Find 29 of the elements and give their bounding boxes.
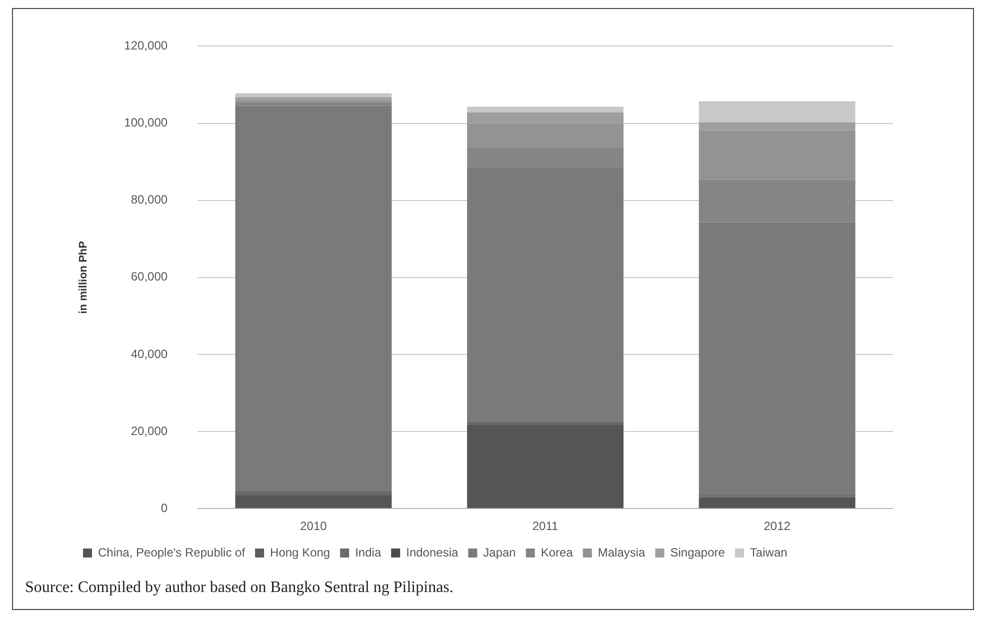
bar: [467, 424, 624, 508]
x-tick-label: 2011: [532, 519, 559, 534]
legend-label: Malaysia: [598, 545, 646, 560]
y-tick-label: 80,000: [130, 192, 168, 207]
x-tick-label: 2012: [764, 519, 791, 534]
bar: [467, 106, 624, 112]
bar: [235, 106, 392, 492]
legend-label: Taiwan: [750, 545, 788, 560]
y-tick-label: 120,000: [124, 38, 168, 53]
legend-label: Indonesia: [406, 545, 458, 560]
legend-label: Hong Kong: [270, 545, 330, 560]
y-tick-label: 100,000: [124, 116, 168, 130]
legend-label: Korea: [540, 545, 574, 560]
legend-label: China, People's Republic of: [98, 545, 246, 560]
legend-label: Singapore: [670, 545, 726, 560]
bar: [235, 93, 392, 98]
y-tick-label: 40,000: [130, 346, 168, 361]
y-tick-label: 0: [160, 500, 168, 515]
bar: [235, 97, 392, 100]
y-axis-title: in million PhP: [78, 241, 90, 314]
bar: [235, 495, 392, 508]
x-tick-label: 2010: [300, 519, 328, 534]
y-tick-label: 20,000: [130, 424, 168, 438]
bar: [698, 101, 856, 122]
y-tick-label: 60,000: [130, 270, 168, 284]
legend-label: India: [355, 545, 382, 560]
legend-label: Japan: [483, 545, 516, 560]
bar: [698, 497, 856, 508]
source-note: Source: Compiled by author based on Bangko Sentral ng Pilipinas.: [25, 579, 454, 597]
